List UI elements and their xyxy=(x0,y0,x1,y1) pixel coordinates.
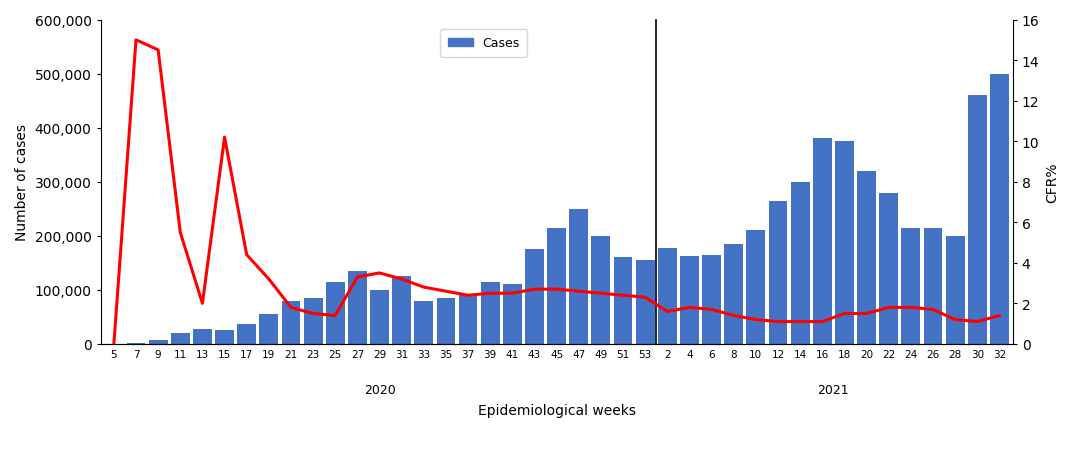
CFR% xyxy=(993,313,1006,318)
X-axis label: Epidemiological weeks: Epidemiological weeks xyxy=(478,403,636,417)
Bar xyxy=(857,172,876,344)
Bar xyxy=(325,282,345,344)
Y-axis label: CFR%: CFR% xyxy=(1045,162,1059,202)
CFR% xyxy=(971,319,984,324)
CFR% xyxy=(506,291,519,296)
Text: 2021: 2021 xyxy=(817,383,850,396)
Bar xyxy=(348,271,367,344)
Bar xyxy=(790,182,810,344)
Bar xyxy=(193,329,212,344)
Bar xyxy=(658,248,677,344)
Bar xyxy=(260,314,278,344)
CFR% xyxy=(285,305,297,310)
Legend: Cases: Cases xyxy=(440,30,527,58)
Bar xyxy=(746,231,766,344)
CFR% xyxy=(927,307,940,313)
CFR% xyxy=(838,311,851,317)
Bar xyxy=(592,236,610,344)
Bar xyxy=(459,296,478,344)
CFR% xyxy=(771,319,784,324)
CFR% xyxy=(107,341,120,347)
Bar xyxy=(613,258,633,344)
Text: 2020: 2020 xyxy=(364,383,395,396)
Bar xyxy=(880,193,898,344)
Bar xyxy=(148,340,168,344)
Bar xyxy=(237,324,256,344)
CFR% xyxy=(750,317,763,323)
CFR% xyxy=(639,295,652,300)
CFR% xyxy=(462,293,475,298)
CFR% xyxy=(572,289,585,294)
CFR% xyxy=(794,319,807,324)
Bar xyxy=(503,285,522,344)
Bar xyxy=(436,298,455,344)
CFR% xyxy=(241,253,253,258)
Bar xyxy=(569,209,589,344)
CFR% xyxy=(130,38,143,43)
Bar xyxy=(702,255,721,344)
CFR% xyxy=(195,301,208,306)
CFR% xyxy=(683,305,696,310)
Bar xyxy=(548,228,566,344)
Bar xyxy=(990,75,1008,344)
CFR% xyxy=(218,135,231,141)
Bar xyxy=(901,228,920,344)
Bar xyxy=(281,301,301,344)
CFR% xyxy=(550,287,563,292)
CFR% xyxy=(882,305,895,310)
Bar xyxy=(813,139,831,344)
CFR% xyxy=(329,313,342,318)
CFR% xyxy=(418,285,431,290)
CFR% xyxy=(151,48,164,54)
Bar xyxy=(924,228,942,344)
Bar xyxy=(371,290,389,344)
Bar xyxy=(834,142,854,344)
CFR% xyxy=(616,293,629,298)
Line: CFR%: CFR% xyxy=(114,40,1000,344)
CFR% xyxy=(528,287,541,292)
CFR% xyxy=(439,289,452,294)
CFR% xyxy=(706,307,719,313)
CFR% xyxy=(948,317,961,323)
CFR% xyxy=(483,291,496,296)
Bar xyxy=(392,277,411,344)
CFR% xyxy=(373,271,386,276)
Bar xyxy=(680,257,699,344)
Y-axis label: Number of cases: Number of cases xyxy=(15,124,29,241)
Bar xyxy=(127,343,145,344)
CFR% xyxy=(351,275,364,280)
Bar xyxy=(215,331,234,344)
Bar xyxy=(769,201,787,344)
CFR% xyxy=(661,309,673,314)
CFR% xyxy=(594,291,607,296)
Bar xyxy=(724,244,743,344)
CFR% xyxy=(904,305,917,310)
Bar xyxy=(636,261,654,344)
CFR% xyxy=(860,311,873,317)
CFR% xyxy=(174,230,187,236)
CFR% xyxy=(262,277,275,282)
CFR% xyxy=(307,311,320,317)
Bar xyxy=(304,298,322,344)
CFR% xyxy=(816,319,829,324)
CFR% xyxy=(395,277,408,282)
Bar xyxy=(481,282,499,344)
Bar xyxy=(946,236,964,344)
CFR% xyxy=(727,313,740,318)
Bar xyxy=(968,96,987,344)
Bar xyxy=(525,250,543,344)
Bar xyxy=(171,334,190,344)
Bar xyxy=(415,301,433,344)
